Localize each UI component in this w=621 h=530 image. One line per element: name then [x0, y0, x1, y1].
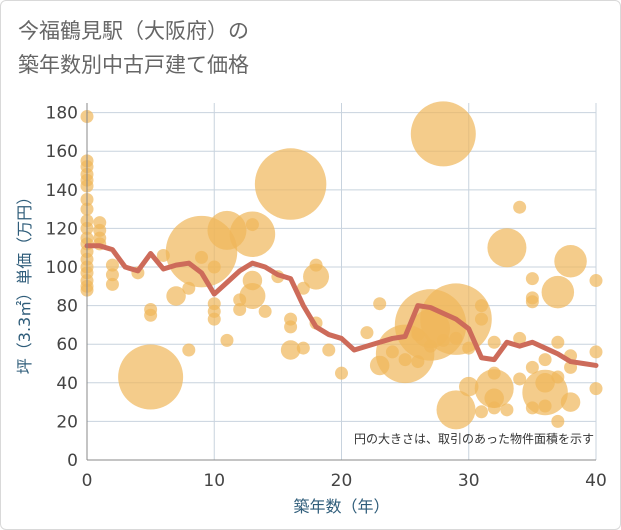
data-point [487, 335, 501, 349]
data-point [589, 345, 603, 359]
data-point [459, 376, 479, 397]
data-point [280, 340, 301, 360]
data-point [484, 388, 504, 408]
y-tick-label: 120 [46, 219, 78, 239]
data-point [500, 403, 514, 417]
data-point [462, 341, 476, 355]
data-point [589, 382, 603, 396]
data-point [335, 366, 348, 380]
data-point [195, 250, 209, 264]
tick-labels: 0 10 20 30 40 0 20 40 60 80 100 120 140 160 180 [46, 104, 607, 491]
data-point [245, 218, 259, 232]
data-point [560, 392, 581, 412]
data-point [551, 370, 565, 384]
size-note: 円の大きさは、取引のあった物件面積を示す [354, 431, 594, 446]
data-point [303, 263, 330, 290]
data-point [449, 331, 463, 345]
data-point [436, 390, 476, 430]
data-point [525, 295, 539, 309]
data-point [229, 211, 276, 257]
data-point [284, 320, 298, 334]
data-point [513, 372, 527, 386]
chart-title-line2: 築年数別中古戸建て価格 [18, 53, 249, 77]
data-point [105, 258, 119, 272]
data-point [105, 268, 119, 282]
data-point [589, 274, 603, 288]
data-point [166, 286, 186, 306]
chart-title: 今福鶴見駅（大阪府）の 築年数別中古戸建て価格 [18, 14, 249, 82]
data-point [296, 341, 310, 355]
data-point [118, 344, 184, 410]
x-tick-label: 0 [82, 471, 93, 491]
data-point [538, 353, 552, 367]
bubble-series [80, 101, 603, 430]
data-point [487, 228, 527, 268]
data-point [474, 312, 488, 326]
data-point [360, 326, 374, 340]
x-tick-label: 30 [458, 471, 480, 491]
chart-title-line1: 今福鶴見駅（大阪府）の [18, 19, 249, 43]
data-point [513, 200, 527, 214]
data-point [541, 275, 575, 309]
y-tick-label: 0 [67, 451, 78, 471]
y-tick-label: 60 [56, 335, 78, 355]
data-point [239, 282, 266, 309]
y-tick-label: 80 [56, 297, 78, 317]
data-point [410, 101, 476, 167]
data-point [487, 401, 501, 415]
y-tick-label: 40 [56, 374, 78, 394]
data-point [538, 399, 552, 413]
axes [86, 103, 596, 461]
data-point [182, 343, 196, 357]
x-tick-label: 10 [203, 471, 225, 491]
data-point [525, 360, 539, 374]
trend-line [84, 243, 599, 368]
data-point [322, 343, 336, 357]
y-tick-label: 160 [46, 142, 78, 162]
data-point [105, 277, 119, 291]
data-point [474, 299, 488, 313]
y-tick-label: 20 [56, 412, 78, 432]
y-axis-label: 坪（3.3㎡）単価（万円） [15, 189, 34, 374]
data-point [551, 414, 565, 428]
y-tick-label: 180 [46, 104, 78, 124]
data-point [144, 308, 158, 322]
x-axis-label: 築年数（年） [293, 497, 389, 516]
data-point [554, 244, 587, 278]
x-tick-label: 20 [331, 471, 353, 491]
data-point [513, 331, 527, 345]
data-point [551, 335, 565, 349]
data-point [233, 302, 247, 316]
data-point [525, 272, 539, 286]
data-point [207, 312, 221, 326]
data-point [254, 148, 327, 220]
data-point [398, 353, 412, 367]
x-tick-label: 40 [585, 471, 607, 491]
data-point [207, 260, 221, 274]
data-point [220, 333, 234, 347]
y-tick-label: 100 [46, 258, 78, 278]
y-tick-label: 140 [46, 181, 78, 201]
data-point [373, 297, 387, 311]
data-point [258, 304, 272, 318]
data-point [474, 405, 488, 419]
